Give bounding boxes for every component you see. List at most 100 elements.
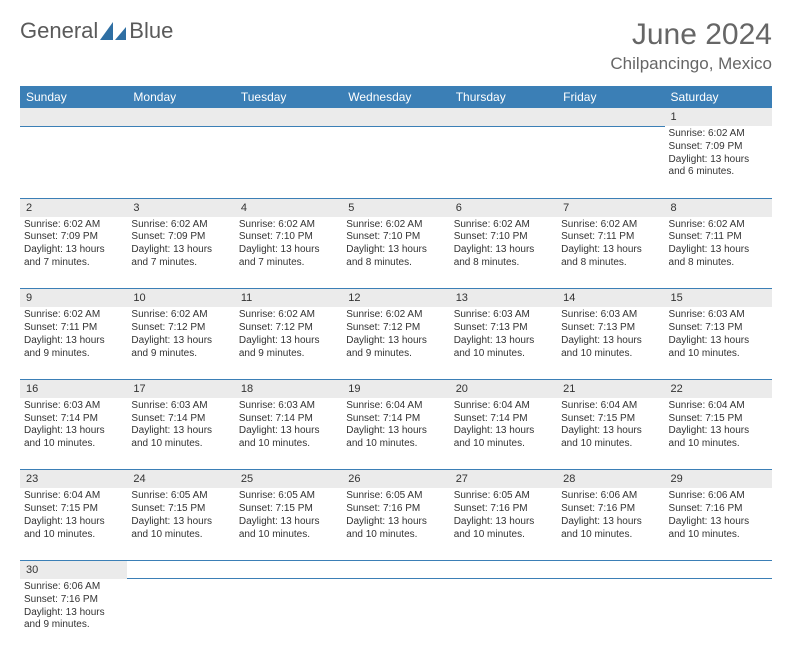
day-cell: Sunrise: 6:06 AMSunset: 7:16 PMDaylight:… <box>20 579 127 651</box>
sunset-text: Sunset: 7:16 PM <box>669 503 768 516</box>
sunset-text: Sunset: 7:13 PM <box>561 322 660 335</box>
daylight-text: Daylight: 13 hours <box>454 244 553 257</box>
day-cell: Sunrise: 6:02 AMSunset: 7:10 PMDaylight:… <box>342 217 449 289</box>
day-header: Tuesday <box>235 86 342 108</box>
day-cell: Sunrise: 6:02 AMSunset: 7:12 PMDaylight:… <box>342 307 449 379</box>
sunset-text: Sunset: 7:11 PM <box>561 231 660 244</box>
day-cell: Sunrise: 6:04 AMSunset: 7:15 PMDaylight:… <box>20 488 127 560</box>
sunset-text: Sunset: 7:12 PM <box>239 322 338 335</box>
daylight-text: and 10 minutes. <box>239 529 338 542</box>
day-number-cell: 10 <box>127 289 234 308</box>
sunrise-text: Sunrise: 6:06 AM <box>24 581 123 594</box>
day-number-cell: 16 <box>20 379 127 398</box>
sunset-text: Sunset: 7:15 PM <box>24 503 123 516</box>
daylight-text: and 8 minutes. <box>454 257 553 270</box>
daylight-text: and 9 minutes. <box>24 348 123 361</box>
day-cell: Sunrise: 6:02 AMSunset: 7:12 PMDaylight:… <box>127 307 234 379</box>
sunrise-text: Sunrise: 6:03 AM <box>454 309 553 322</box>
sunset-text: Sunset: 7:16 PM <box>346 503 445 516</box>
daylight-text: and 10 minutes. <box>454 348 553 361</box>
week-row: Sunrise: 6:06 AMSunset: 7:16 PMDaylight:… <box>20 579 772 651</box>
day-number-cell: 26 <box>342 470 449 489</box>
day-number-cell <box>235 108 342 126</box>
sunrise-text: Sunrise: 6:04 AM <box>669 400 768 413</box>
sunset-text: Sunset: 7:15 PM <box>131 503 230 516</box>
week-row: Sunrise: 6:03 AMSunset: 7:14 PMDaylight:… <box>20 398 772 470</box>
daylight-text: and 10 minutes. <box>239 438 338 451</box>
sunset-text: Sunset: 7:14 PM <box>131 413 230 426</box>
day-number-cell <box>127 560 234 579</box>
daylight-text: and 7 minutes. <box>24 257 123 270</box>
daylight-text: and 10 minutes. <box>669 529 768 542</box>
sunrise-text: Sunrise: 6:05 AM <box>346 490 445 503</box>
day-number-cell: 22 <box>665 379 772 398</box>
daylight-text: Daylight: 13 hours <box>561 425 660 438</box>
day-number-cell: 9 <box>20 289 127 308</box>
sunset-text: Sunset: 7:14 PM <box>346 413 445 426</box>
day-number-cell <box>557 560 664 579</box>
sunrise-text: Sunrise: 6:02 AM <box>131 309 230 322</box>
day-cell: Sunrise: 6:02 AMSunset: 7:10 PMDaylight:… <box>450 217 557 289</box>
daylight-text: Daylight: 13 hours <box>561 516 660 529</box>
day-cell: Sunrise: 6:03 AMSunset: 7:13 PMDaylight:… <box>450 307 557 379</box>
day-cell: Sunrise: 6:02 AMSunset: 7:11 PMDaylight:… <box>20 307 127 379</box>
day-number-cell: 17 <box>127 379 234 398</box>
sunrise-text: Sunrise: 6:04 AM <box>561 400 660 413</box>
daylight-text: Daylight: 13 hours <box>239 335 338 348</box>
day-cell: Sunrise: 6:02 AMSunset: 7:11 PMDaylight:… <box>557 217 664 289</box>
day-header: Friday <box>557 86 664 108</box>
sunset-text: Sunset: 7:11 PM <box>24 322 123 335</box>
sunrise-text: Sunrise: 6:02 AM <box>24 219 123 232</box>
sunset-text: Sunset: 7:13 PM <box>454 322 553 335</box>
day-number-cell: 15 <box>665 289 772 308</box>
day-number-cell: 25 <box>235 470 342 489</box>
day-cell: Sunrise: 6:04 AMSunset: 7:15 PMDaylight:… <box>665 398 772 470</box>
logo-text-blue: Blue <box>129 18 173 44</box>
header: General Blue June 2024 Chilpancingo, Mex… <box>20 18 772 74</box>
day-number-cell <box>665 560 772 579</box>
day-number-cell: 13 <box>450 289 557 308</box>
sunrise-text: Sunrise: 6:02 AM <box>346 309 445 322</box>
daylight-text: Daylight: 13 hours <box>239 516 338 529</box>
daylight-text: Daylight: 13 hours <box>669 425 768 438</box>
day-number-cell: 23 <box>20 470 127 489</box>
day-cell: Sunrise: 6:04 AMSunset: 7:14 PMDaylight:… <box>342 398 449 470</box>
day-number-cell: 11 <box>235 289 342 308</box>
day-number-row: 16171819202122 <box>20 379 772 398</box>
day-number-cell: 7 <box>557 198 664 217</box>
daylight-text: Daylight: 13 hours <box>24 335 123 348</box>
daylight-text: and 10 minutes. <box>561 438 660 451</box>
sunset-text: Sunset: 7:13 PM <box>669 322 768 335</box>
day-cell: Sunrise: 6:03 AMSunset: 7:14 PMDaylight:… <box>20 398 127 470</box>
daylight-text: Daylight: 13 hours <box>454 425 553 438</box>
sunrise-text: Sunrise: 6:02 AM <box>239 219 338 232</box>
daylight-text: and 10 minutes. <box>346 438 445 451</box>
sunrise-text: Sunrise: 6:05 AM <box>454 490 553 503</box>
logo-sail-icon <box>99 20 127 42</box>
day-number-row: 9101112131415 <box>20 289 772 308</box>
sunset-text: Sunset: 7:10 PM <box>454 231 553 244</box>
daylight-text: Daylight: 13 hours <box>346 335 445 348</box>
sunrise-text: Sunrise: 6:04 AM <box>454 400 553 413</box>
week-row: Sunrise: 6:02 AMSunset: 7:11 PMDaylight:… <box>20 307 772 379</box>
day-number-cell: 18 <box>235 379 342 398</box>
day-number-cell: 29 <box>665 470 772 489</box>
sunset-text: Sunset: 7:12 PM <box>346 322 445 335</box>
sunrise-text: Sunrise: 6:02 AM <box>346 219 445 232</box>
daylight-text: Daylight: 13 hours <box>131 516 230 529</box>
day-number-cell <box>450 108 557 126</box>
sunset-text: Sunset: 7:15 PM <box>561 413 660 426</box>
daylight-text: Daylight: 13 hours <box>669 244 768 257</box>
daylight-text: Daylight: 13 hours <box>669 516 768 529</box>
title-block: June 2024 Chilpancingo, Mexico <box>610 18 772 74</box>
location: Chilpancingo, Mexico <box>610 54 772 74</box>
daylight-text: and 8 minutes. <box>669 257 768 270</box>
daylight-text: Daylight: 13 hours <box>346 516 445 529</box>
daylight-text: and 10 minutes. <box>669 438 768 451</box>
daylight-text: Daylight: 13 hours <box>131 244 230 257</box>
sunrise-text: Sunrise: 6:02 AM <box>131 219 230 232</box>
day-number-cell <box>20 108 127 126</box>
daylight-text: Daylight: 13 hours <box>669 335 768 348</box>
day-number-cell: 20 <box>450 379 557 398</box>
daylight-text: Daylight: 13 hours <box>346 425 445 438</box>
